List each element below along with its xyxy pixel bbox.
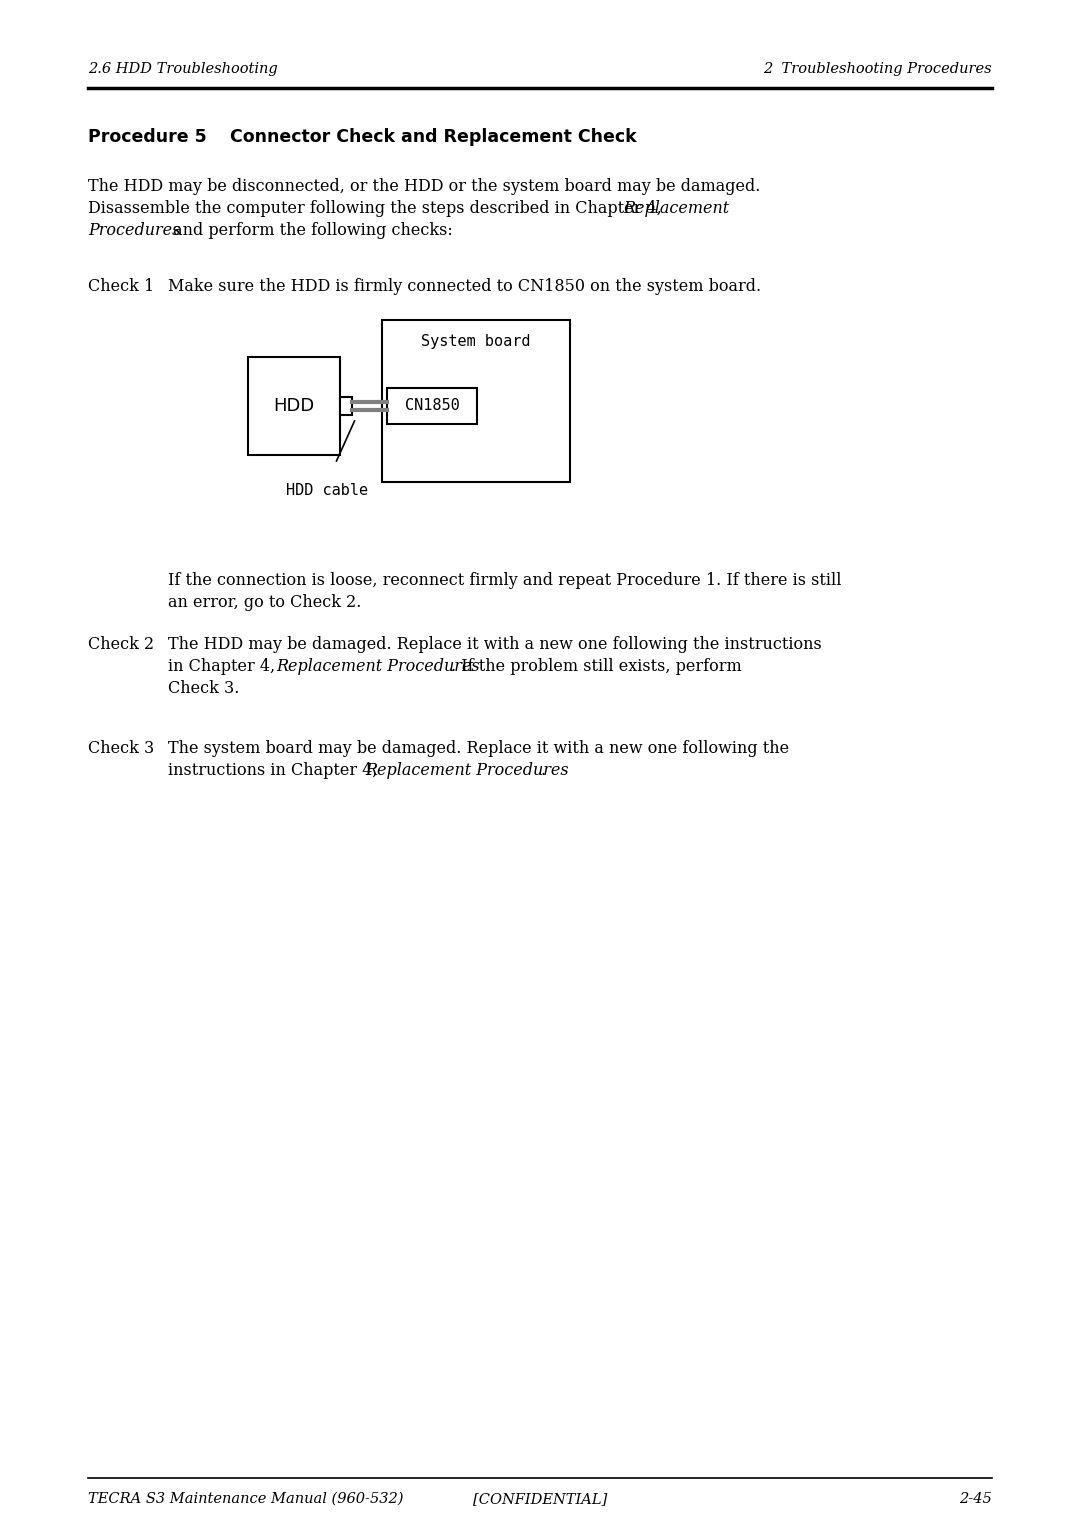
- Text: Check 1: Check 1: [87, 278, 154, 295]
- Text: System board: System board: [421, 335, 530, 348]
- Text: The HDD may be damaged. Replace it with a new one following the instructions: The HDD may be damaged. Replace it with …: [168, 636, 822, 652]
- Text: TECRA S3 Maintenance Manual (960-532): TECRA S3 Maintenance Manual (960-532): [87, 1491, 404, 1507]
- Text: Replacement Procedures: Replacement Procedures: [365, 762, 569, 779]
- Text: HDD: HDD: [273, 397, 314, 416]
- Text: . If the problem still exists, perform: . If the problem still exists, perform: [451, 659, 742, 675]
- Text: HDD cable: HDD cable: [286, 483, 368, 498]
- Text: CN1850: CN1850: [405, 399, 459, 414]
- Text: 2.6 HDD Troubleshooting: 2.6 HDD Troubleshooting: [87, 63, 278, 76]
- Text: Procedure 5: Procedure 5: [87, 128, 206, 147]
- Text: Disassemble the computer following the steps described in Chapter 4,: Disassemble the computer following the s…: [87, 200, 666, 217]
- Text: The HDD may be disconnected, or the HDD or the system board may be damaged.: The HDD may be disconnected, or the HDD …: [87, 177, 760, 196]
- Bar: [248, 358, 340, 455]
- Text: and perform the following checks:: and perform the following checks:: [168, 222, 453, 238]
- Text: instructions in Chapter 4,: instructions in Chapter 4,: [168, 762, 382, 779]
- Text: [CONFIDENTIAL]: [CONFIDENTIAL]: [473, 1491, 607, 1507]
- Text: Replacement: Replacement: [623, 200, 729, 217]
- Text: Replacement Procedures: Replacement Procedures: [276, 659, 480, 675]
- Text: an error, go to Check 2.: an error, go to Check 2.: [168, 594, 362, 611]
- Text: Check 3.: Check 3.: [168, 680, 240, 697]
- Text: Connector Check and Replacement Check: Connector Check and Replacement Check: [230, 128, 636, 147]
- Bar: [340, 397, 352, 416]
- Text: The system board may be damaged. Replace it with a new one following the: The system board may be damaged. Replace…: [168, 740, 789, 756]
- Text: .: .: [540, 762, 545, 779]
- Text: in Chapter 4,: in Chapter 4,: [168, 659, 280, 675]
- Text: 2  Troubleshooting Procedures: 2 Troubleshooting Procedures: [764, 63, 993, 76]
- Text: If the connection is loose, reconnect firmly and repeat Procedure 1. If there is: If the connection is loose, reconnect fi…: [168, 571, 841, 588]
- Text: Procedures: Procedures: [87, 222, 180, 238]
- Bar: [382, 319, 570, 481]
- Bar: [387, 388, 477, 423]
- Text: Make sure the HDD is firmly connected to CN1850 on the system board.: Make sure the HDD is firmly connected to…: [168, 278, 761, 295]
- Text: Check 2: Check 2: [87, 636, 154, 652]
- Text: 2-45: 2-45: [959, 1491, 993, 1507]
- Text: Check 3: Check 3: [87, 740, 154, 756]
